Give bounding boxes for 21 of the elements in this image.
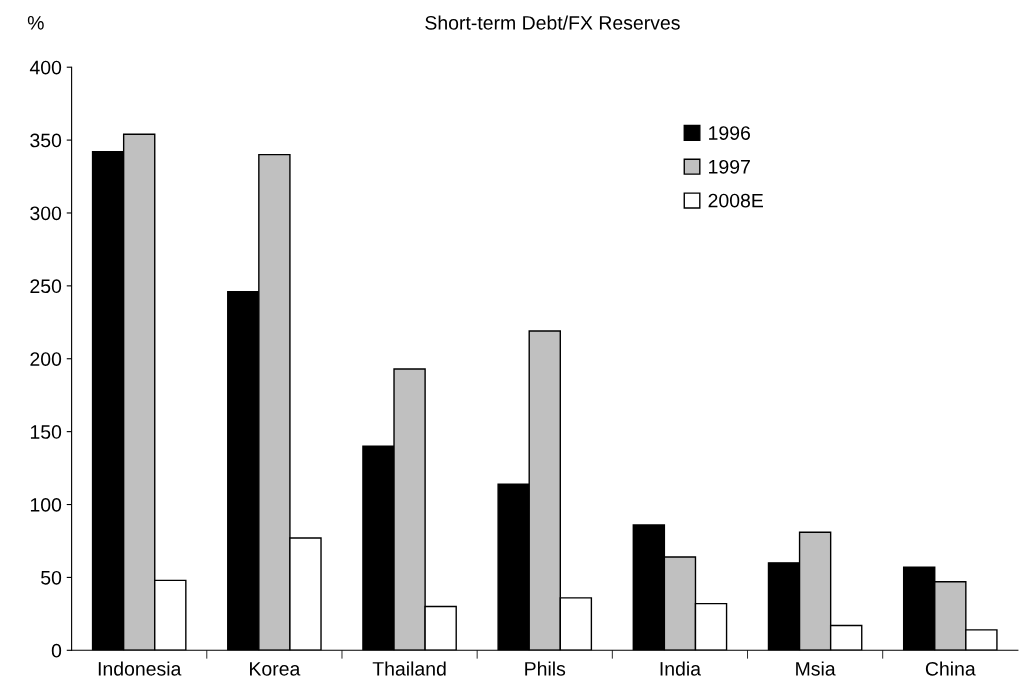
legend-label: 1996 (709, 126, 750, 140)
y-tick-label: 300 (30, 206, 62, 221)
y-tick-label: 200 (30, 352, 62, 366)
x-tick-label: Phils (525, 661, 566, 676)
y-tick-label: 50 (41, 570, 62, 585)
y-tick-label: 250 (30, 279, 62, 294)
y-tick-label: 350 (30, 133, 62, 148)
x-tick-label: China (925, 661, 976, 676)
x-tick-label: Msia (796, 661, 836, 676)
x-tick-label: Korea (250, 662, 301, 676)
chart-title: Short-term Debt/FX Reserves (425, 15, 680, 30)
y-tick-label: 150 (30, 425, 62, 439)
legend-label: 2008E (708, 193, 763, 208)
x-tick-label: Thailand (372, 661, 446, 676)
legend-label: 1997 (709, 159, 750, 174)
x-tick-label: India (660, 661, 702, 676)
y-tick-label: 100 (30, 497, 62, 512)
x-tick-label: Indonesia (98, 661, 182, 676)
y-tick-label: 400 (29, 60, 62, 75)
y-axis-title: % (27, 16, 44, 30)
y-tick-label: 0 (51, 643, 62, 658)
